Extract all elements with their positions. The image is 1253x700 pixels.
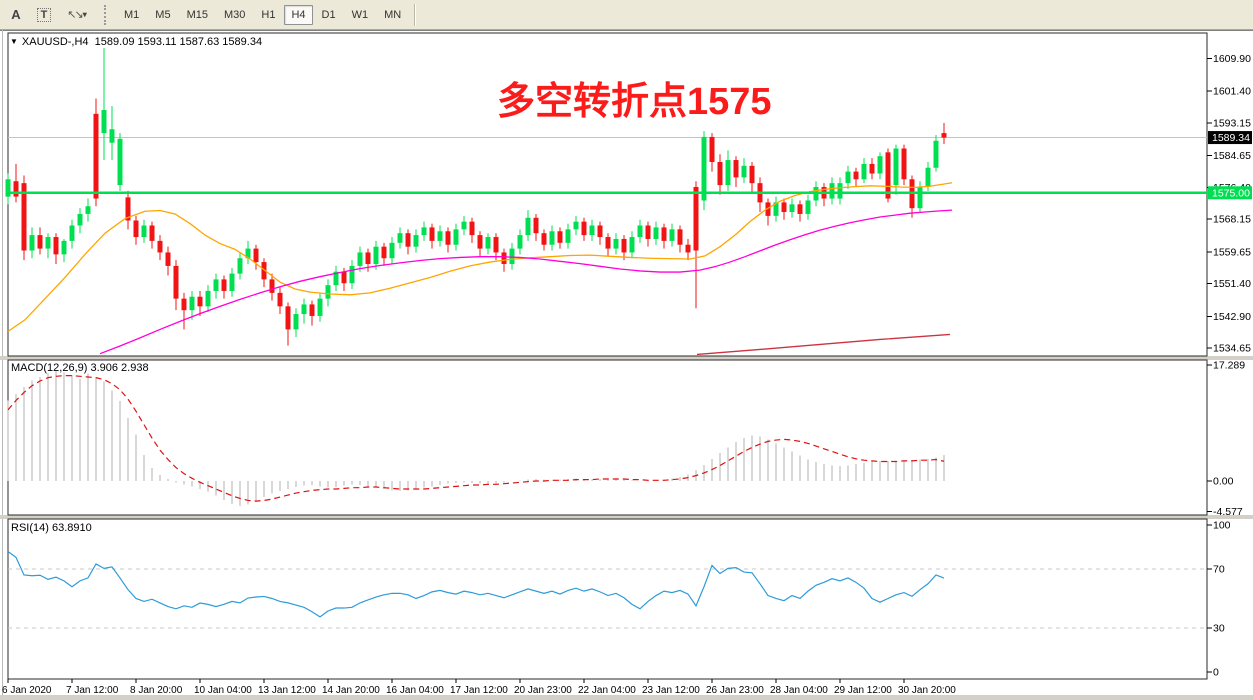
splitter-main-macd[interactable] [0, 356, 1253, 360]
time-tick-label: 22 Jan 04:00 [578, 685, 636, 696]
macd-indicator-label: MACD(12,26,9) 3.906 2.938 [11, 362, 149, 374]
arrows-icon: ↖↘ [67, 9, 84, 21]
timeframe-button-H4[interactable]: H4 [284, 4, 313, 25]
svg-text:1575.00: 1575.00 [1212, 187, 1250, 199]
toolbar-grip[interactable] [104, 4, 110, 25]
price-tick-label: 1593.15 [1213, 117, 1251, 129]
letter-a-icon: A [11, 7, 21, 22]
ohlc-values: 1589.09 1593.11 1587.63 1589.34 [94, 36, 263, 48]
time-tick-label: 16 Jan 04:00 [386, 685, 444, 696]
ma-fast-line [7, 182, 953, 332]
rsi-tick-label: 30 [1213, 622, 1225, 634]
timeframe-button-M1[interactable]: M1 [124, 8, 140, 21]
rsi-indicator-label: RSI(14) 63.8910 [11, 522, 92, 534]
candlestick-series [5, 48, 947, 346]
price-tick-label: 1551.40 [1213, 278, 1251, 290]
main-price-panel [5, 48, 1207, 356]
timeframe-toolbar: M1 M5 M15 M30 H1 H4 D1 W1 MN [116, 4, 409, 25]
chart-canvas[interactable]: 1609.901601.401593.151584.651576.401568.… [0, 30, 1253, 700]
ma-slow-line [99, 209, 953, 355]
time-tick-label: 30 Jan 20:00 [898, 685, 956, 696]
toolbar-separator [414, 3, 417, 26]
rsi-line [7, 550, 945, 618]
toolbar: A T ↖↘ ▾ M1 M5 M15 M30 H1 H4 D1 W1 MN [0, 0, 1253, 30]
timeframe-button-M15[interactable]: M15 [186, 8, 208, 21]
chevron-down-icon: ▾ [82, 10, 87, 19]
current-price-badge [1208, 131, 1252, 145]
chart-title: ▼ XAUUSD-,H4 1589.09 1593.11 1587.63 1589… [10, 36, 262, 48]
price-tick-label: 1601.40 [1213, 86, 1251, 98]
timeframe-button-M30[interactable]: M30 [223, 8, 246, 21]
chart-text-annotation: 多空转折点1575 [497, 81, 772, 123]
price-tick-label: 1534.65 [1213, 343, 1251, 355]
rsi-tick-label: 70 [1213, 564, 1225, 576]
rsi-panel [7, 550, 1207, 629]
svg-text:1589.34: 1589.34 [1212, 132, 1250, 144]
price-tick-label: 1542.90 [1213, 311, 1251, 323]
price-tick-label: 1568.15 [1213, 214, 1251, 226]
timeframe-button-M5[interactable]: M5 [155, 8, 171, 21]
rsi-tick-label: 0 [1213, 666, 1219, 678]
price-tick-label: 1559.65 [1213, 246, 1251, 258]
macd-tick-label: -4.577 [1213, 506, 1243, 518]
symbol-period-label: XAUUSD-,H4 [21, 36, 89, 48]
rsi-tick-label: 100 [1213, 520, 1231, 532]
macd-panel [7, 370, 945, 506]
timeframe-button-H1[interactable]: H1 [261, 8, 276, 21]
time-tick-label: 13 Jan 12:00 [258, 685, 316, 696]
time-tick-label: 10 Jan 04:00 [194, 685, 252, 696]
time-tick-label: 8 Jan 20:00 [130, 685, 183, 696]
ma-long-line [696, 333, 951, 356]
splitter-macd-rsi[interactable] [0, 515, 1253, 519]
price-tick-label: 1584.65 [1213, 150, 1251, 162]
label-tool-button[interactable]: A [4, 4, 28, 26]
time-tick-label: 23 Jan 12:00 [642, 685, 700, 696]
macd-tick-label: 17.289 [1213, 359, 1245, 371]
time-tick-label: 17 Jan 12:00 [450, 685, 508, 696]
price-tick-label: 1609.90 [1213, 53, 1251, 65]
time-tick-label: 7 Jan 12:00 [66, 685, 119, 696]
time-tick-label: 29 Jan 12:00 [834, 685, 892, 696]
time-tick-label: 26 Jan 23:00 [706, 685, 764, 696]
level-price-badge [1208, 186, 1252, 200]
timeframe-button-W1[interactable]: W1 [351, 8, 369, 21]
chart-dropdown-icon[interactable]: ▼ [10, 37, 18, 46]
text-box-icon: T [36, 7, 52, 22]
time-tick-label: 28 Jan 04:00 [770, 685, 828, 696]
timeframe-button-MN[interactable]: MN [384, 8, 402, 21]
text-tool-button[interactable]: T [32, 4, 56, 26]
macd-tick-label: 0.00 [1213, 475, 1234, 487]
macd-signal-line [7, 375, 945, 502]
time-tick-label: 14 Jan 20:00 [322, 685, 380, 696]
timeframe-button-D1[interactable]: D1 [321, 8, 336, 21]
time-axis: 6 Jan 2020 7 Jan 12:00 8 Jan 20:00 10 Jan 0… [2, 679, 956, 696]
time-tick-label: 6 Jan 2020 [2, 685, 52, 696]
time-tick-label: 20 Jan 23:00 [514, 685, 572, 696]
arrows-tool-button[interactable]: ↖↘ ▾ [60, 4, 94, 26]
